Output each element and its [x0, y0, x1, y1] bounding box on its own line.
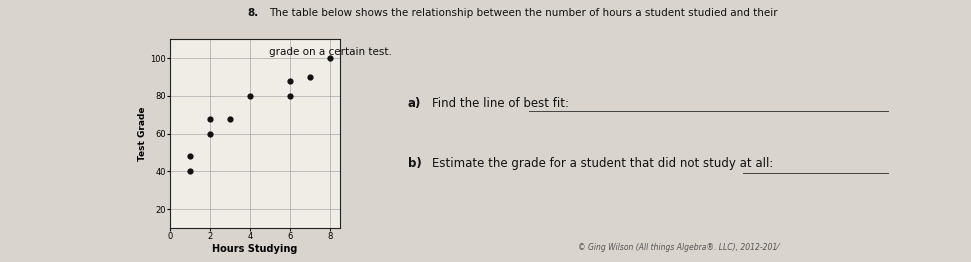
Point [283, 94, 298, 98]
Point [183, 154, 198, 158]
Text: The table below shows the relationship between the number of hours a student stu: The table below shows the relationship b… [269, 8, 778, 18]
Y-axis label: Test Grade: Test Grade [138, 106, 148, 161]
Text: Estimate the grade for a student that did not study at all:: Estimate the grade for a student that di… [432, 157, 777, 170]
Point [322, 56, 338, 60]
Point [202, 132, 218, 136]
Text: grade on a certain test.: grade on a certain test. [269, 47, 392, 57]
Point [202, 116, 218, 121]
Text: 8.: 8. [248, 8, 259, 18]
Point [242, 94, 257, 98]
Point [183, 169, 198, 173]
Text: b): b) [408, 157, 421, 170]
Point [283, 79, 298, 83]
X-axis label: Hours Studying: Hours Studying [213, 244, 297, 254]
Text: Find the line of best fit:: Find the line of best fit: [432, 97, 573, 110]
Point [222, 116, 238, 121]
Point [302, 75, 318, 79]
Text: © Ging Wilson (All things Algebra®. LLC), 2012-201⁄: © Ging Wilson (All things Algebra®. LLC)… [578, 243, 778, 252]
Text: a): a) [408, 97, 421, 110]
